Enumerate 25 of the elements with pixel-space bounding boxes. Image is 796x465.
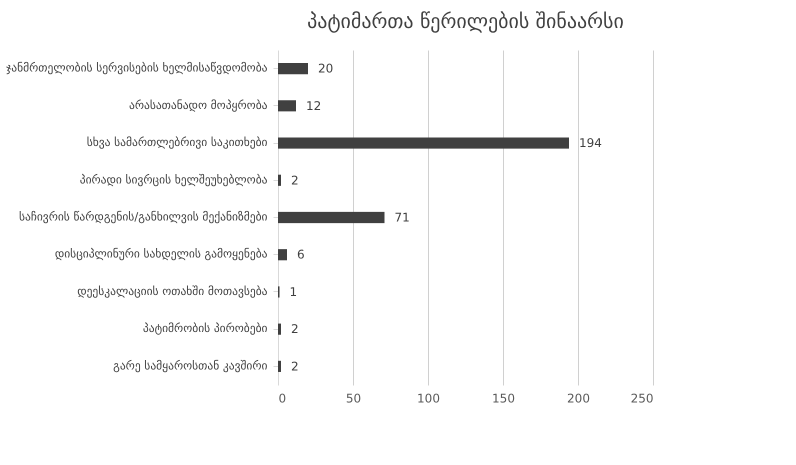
chart-title: პატიმართა წერილების შინაარსი (307, 9, 624, 33)
data-label: 71 (394, 210, 410, 224)
y-tick-label: პირადი სივრცის ხელშეუხებლობა (80, 172, 268, 186)
y-tick-label: გარე სამყაროსთან კავშირი (113, 358, 268, 372)
data-label: 6 (297, 248, 305, 262)
data-label: 2 (291, 322, 299, 336)
x-tick-label: 50 (346, 392, 362, 406)
data-label: 2 (291, 359, 299, 374)
data-label: 20 (318, 62, 334, 76)
data-label: 1 (290, 284, 298, 299)
y-tick-label: არასათანადო მოპყრობა (128, 98, 268, 112)
x-tick-label: 150 (492, 392, 515, 406)
y-tick-label: დეესკალაციის ოთახში მოთავსება (77, 284, 268, 298)
y-tick-label: ჯანმრთელობის სერვისების ხელმისაწვდომობა (6, 60, 268, 75)
y-tick-label: საჩივრის წარდგენის/განხილვის მექანიზმები (19, 210, 268, 224)
data-label: 194 (579, 136, 602, 150)
x-tick-label: 200 (567, 392, 590, 406)
data-label: 2 (291, 173, 299, 188)
x-tick-label: 250 (630, 392, 654, 406)
x-tick-label: 100 (417, 392, 440, 406)
x-tick-label: 0 (278, 392, 286, 406)
y-tick-label: დისციპლინური სახდელის გამოყენება (54, 246, 268, 261)
y-tick-label: სხვა სამართლებრივი საკითხები (86, 135, 268, 150)
data-label: 12 (306, 98, 322, 113)
y-tick-label: პატიმრობის პირობები (142, 321, 268, 336)
